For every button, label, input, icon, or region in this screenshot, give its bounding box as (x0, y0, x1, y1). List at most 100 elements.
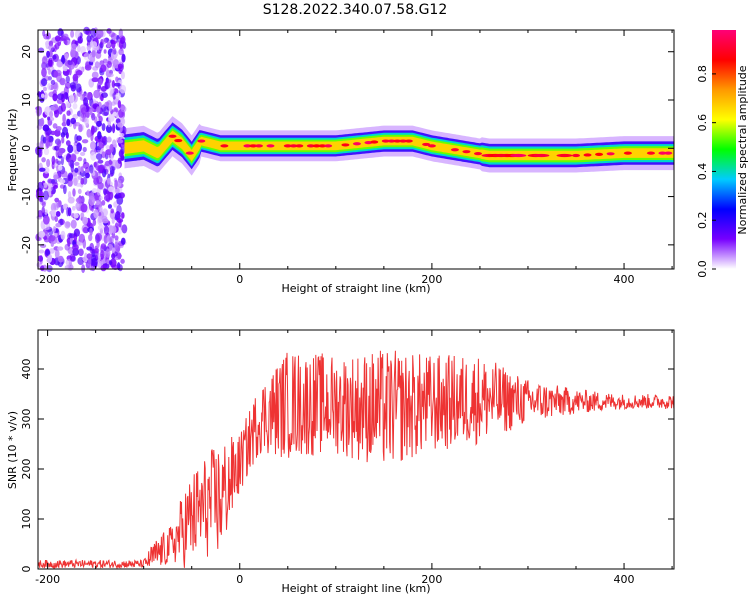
noise-dot (52, 123, 58, 129)
noise-dot (64, 53, 69, 60)
colorbar-label: Normalized spectral amplitude (736, 65, 749, 234)
noise-dot (72, 102, 78, 110)
noise-dot (118, 28, 123, 39)
noise-dot (76, 241, 83, 246)
noise-dot (111, 217, 115, 224)
noise-dot (96, 120, 102, 127)
noise-dot (88, 195, 95, 206)
noise-dot (100, 249, 105, 259)
noise-dot (100, 243, 107, 250)
noise-dot (55, 148, 60, 158)
noise-dot (94, 233, 100, 244)
noise-dot (56, 144, 61, 151)
ridge-peak (220, 144, 229, 148)
ridge-peak (254, 144, 263, 148)
noise-dot (106, 41, 111, 48)
noise-dot (108, 113, 115, 122)
noise-dot (98, 195, 103, 201)
noise-dot (61, 136, 65, 144)
colorbar-tick-label: 0.6 (696, 114, 709, 131)
noise-dot (97, 159, 104, 164)
noise-dot (108, 186, 115, 193)
noise-dot (109, 143, 114, 153)
noise-dot (36, 106, 43, 116)
noise-dot (48, 44, 54, 52)
noise-dot (101, 38, 107, 45)
noise-dot (79, 151, 86, 156)
noise-dot (102, 208, 108, 217)
ridge-peak (266, 144, 275, 148)
noise-dot (41, 67, 47, 78)
noise-dot (117, 157, 122, 164)
noise-dot (37, 210, 43, 218)
noise-dot (52, 181, 59, 188)
noise-dot (57, 165, 63, 171)
noise-dot (57, 255, 64, 263)
noise-dot (91, 41, 98, 49)
noise-dot (102, 218, 109, 224)
noise-dot (41, 56, 48, 65)
noise-dot (63, 184, 67, 195)
noise-dot (117, 100, 122, 109)
noise-dot (116, 204, 122, 215)
noise-dot (91, 77, 99, 83)
noise-dot (102, 111, 109, 117)
snr-y-tick-label: 0 (20, 566, 33, 573)
noise-dot (40, 93, 45, 99)
noise-dot (117, 252, 122, 260)
colorbar-tick-label: 0.0 (696, 260, 709, 278)
ridge-peak (450, 148, 459, 152)
noise-dot (72, 143, 77, 153)
ridge-peak (306, 144, 315, 148)
noise-dot (43, 147, 50, 156)
noise-dot (94, 61, 100, 69)
spectrogram-x-tick-label: 200 (421, 273, 442, 286)
noise-dot (97, 164, 104, 174)
noise-dot (89, 227, 93, 236)
noise-dot (72, 244, 79, 251)
snr-y-tick-label: 300 (20, 409, 33, 430)
noise-dot (95, 200, 100, 206)
noise-dot (78, 124, 83, 133)
noise-dot (90, 125, 95, 135)
noise-dot (108, 260, 113, 266)
noise-dot (73, 213, 79, 219)
colorbar-ticks: 0.0 0.2 0.4 0.6 0.8 (696, 65, 716, 278)
noise-dot (83, 52, 91, 61)
ridge-peak (595, 152, 604, 156)
noise-dot (110, 32, 118, 41)
snr-x-tick-label: -200 (35, 573, 60, 586)
noise-dot (98, 211, 102, 217)
noise-dot (100, 264, 107, 272)
noise-dot (60, 230, 66, 240)
ridge-peak (399, 139, 408, 143)
noise-dot (113, 201, 118, 208)
noise-dot (96, 176, 103, 185)
noise-dot (43, 225, 50, 231)
spectrogram-x-axis-label: Height of straight line (km) (281, 282, 430, 295)
noise-dot (70, 49, 76, 58)
noise-dot (45, 249, 51, 256)
noise-dot (47, 253, 53, 263)
noise-dot (105, 144, 110, 150)
noise-dot (41, 157, 46, 163)
noise-dot (83, 158, 87, 165)
noise-dot (118, 48, 124, 56)
noise-dot (38, 249, 45, 254)
noise-dot (87, 256, 92, 267)
colorbar: 0.0 0.2 0.4 0.6 0.8 Normalized spectral ampl… (696, 30, 749, 278)
noise-dot (72, 175, 79, 184)
noise-dot (98, 206, 103, 213)
ridge-peak (283, 144, 292, 148)
noise-dot (55, 158, 59, 164)
ridge-peak (341, 143, 350, 147)
noise-dot (64, 39, 68, 45)
noise-dot (116, 218, 124, 223)
spectrogram-y-tick-label: 20 (20, 45, 33, 59)
noise-dot (70, 30, 75, 38)
noise-dot (91, 71, 99, 79)
noise-dot (89, 141, 96, 150)
noise-dot (50, 79, 56, 86)
